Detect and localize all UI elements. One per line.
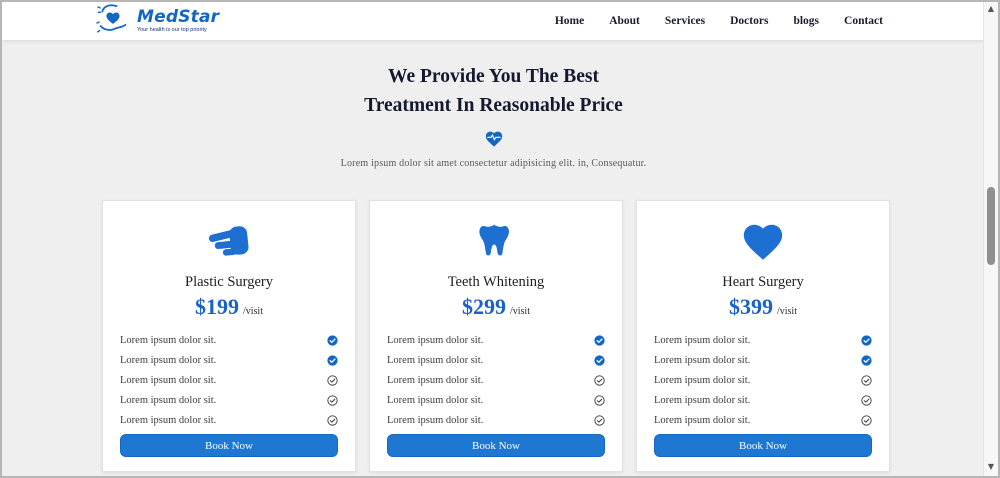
nav-item-home[interactable]: Home <box>554 15 585 27</box>
vertical-scrollbar[interactable]: ▲ ▼ <box>983 2 998 476</box>
main-nav: Home About Services Doctors blogs Contac… <box>555 15 883 27</box>
feature-text: Lorem ipsum dolor sit. <box>120 354 217 366</box>
list-item: Lorem ipsum dolor sit. <box>387 410 605 430</box>
check-circle-filled-icon <box>594 334 605 346</box>
scroll-up-icon[interactable]: ▲ <box>987 4 995 13</box>
feature-text: Lorem ipsum dolor sit. <box>387 414 484 426</box>
page-title-line1: We Provide You The Best <box>388 66 599 87</box>
price-row: $199 /visit <box>195 294 263 320</box>
check-circle-outline-icon <box>861 374 872 386</box>
check-circle-outline-icon <box>327 374 338 386</box>
feature-text: Lorem ipsum dolor sit. <box>120 334 217 346</box>
feature-text: Lorem ipsum dolor sit. <box>654 334 751 346</box>
scroll-down-icon[interactable]: ▼ <box>987 462 995 471</box>
check-circle-outline-icon <box>327 394 338 406</box>
hero-subtitle: Lorem ipsum dolor sit amet consectetur a… <box>340 158 647 169</box>
card-title: Heart Surgery <box>722 274 804 290</box>
card-title: Teeth Whitening <box>447 274 545 290</box>
feature-list: Lorem ipsum dolor sit. Lorem ipsum dolor… <box>654 330 872 430</box>
book-now-button[interactable]: Book Now <box>120 434 338 457</box>
price-period: /visit <box>242 306 263 317</box>
hero-section: We Provide You The Best Treatment In Rea… <box>2 40 985 169</box>
nav-item-contact[interactable]: Contact <box>844 15 883 27</box>
check-circle-filled-icon <box>861 334 872 346</box>
feature-text: Lorem ipsum dolor sit. <box>120 374 217 386</box>
feature-text: Lorem ipsum dolor sit. <box>654 354 751 366</box>
feature-text: Lorem ipsum dolor sit. <box>120 414 217 426</box>
check-circle-filled-icon <box>327 354 338 366</box>
list-item: Lorem ipsum dolor sit. <box>654 390 872 410</box>
card-title: Plastic Surgery <box>185 274 273 290</box>
book-now-button[interactable]: Book Now <box>654 434 872 457</box>
logo-text: MedStar Your health is our top priority <box>137 6 220 34</box>
nav-item-about[interactable]: About <box>609 15 640 27</box>
feature-text: Lorem ipsum dolor sit. <box>654 414 751 426</box>
list-item: Lorem ipsum dolor sit. <box>120 350 338 370</box>
price-value: $199 <box>194 294 239 319</box>
pricing-card-plastic-surgery: Plastic Surgery $199 /visit Lorem ipsum … <box>102 200 356 472</box>
list-item: Lorem ipsum dolor sit. <box>120 330 338 350</box>
heart-icon <box>740 217 786 265</box>
site-header: MedStar Your health is our top priority … <box>2 2 985 40</box>
feature-text: Lorem ipsum dolor sit. <box>654 374 751 386</box>
nav-item-blogs[interactable]: blogs <box>793 15 820 27</box>
feature-text: Lorem ipsum dolor sit. <box>387 394 484 406</box>
list-item: Lorem ipsum dolor sit. <box>654 370 872 390</box>
feature-text: Lorem ipsum dolor sit. <box>387 334 484 346</box>
list-item: Lorem ipsum dolor sit. <box>120 410 338 430</box>
list-item: Lorem ipsum dolor sit. <box>387 370 605 390</box>
feature-list: Lorem ipsum dolor sit. Lorem ipsum dolor… <box>120 330 338 430</box>
check-circle-outline-icon <box>861 414 872 426</box>
check-circle-outline-icon <box>594 394 605 406</box>
price-value: $399 <box>728 294 773 319</box>
list-item: Lorem ipsum dolor sit. <box>120 370 338 390</box>
book-now-button[interactable]: Book Now <box>387 434 605 457</box>
check-circle-outline-icon <box>594 414 605 426</box>
feature-text: Lorem ipsum dolor sit. <box>387 354 484 366</box>
list-item: Lorem ipsum dolor sit. <box>387 390 605 410</box>
check-circle-outline-icon <box>594 374 605 386</box>
logo[interactable]: MedStar Your health is our top priority <box>95 3 219 40</box>
feature-text: Lorem ipsum dolor sit. <box>387 374 484 386</box>
list-item: Lorem ipsum dolor sit. <box>654 410 872 430</box>
check-circle-outline-icon <box>327 414 338 426</box>
list-item: Lorem ipsum dolor sit. <box>120 390 338 410</box>
check-circle-outline-icon <box>861 394 872 406</box>
check-circle-filled-icon <box>594 354 605 366</box>
feature-text: Lorem ipsum dolor sit. <box>654 394 751 406</box>
list-item: Lorem ipsum dolor sit. <box>654 330 872 350</box>
price-row: $399 /visit <box>729 294 797 320</box>
pricing-card-teeth-whitening: Teeth Whitening $299 /visit Lorem ipsum … <box>369 200 623 472</box>
hand-scissors-icon <box>206 217 252 265</box>
price-value: $299 <box>461 294 506 319</box>
tooth-icon <box>474 217 518 265</box>
page-title-line2: Treatment In Reasonable Price <box>364 95 623 116</box>
nav-item-services[interactable]: Services <box>664 15 706 27</box>
list-item: Lorem ipsum dolor sit. <box>387 330 605 350</box>
price-row: $299 /visit <box>462 294 530 320</box>
hands-holding-heart-icon <box>95 3 131 40</box>
check-circle-filled-icon <box>861 354 872 366</box>
list-item: Lorem ipsum dolor sit. <box>654 350 872 370</box>
logo-tagline: Your health is our top priority <box>137 26 207 33</box>
pricing-card-heart-surgery: Heart Surgery $399 /visit Lorem ipsum do… <box>636 200 890 472</box>
pricing-cards: Plastic Surgery $199 /visit Lorem ipsum … <box>102 200 890 472</box>
nav-item-doctors[interactable]: Doctors <box>730 15 769 27</box>
scrollbar-thumb[interactable] <box>987 187 995 265</box>
feature-list: Lorem ipsum dolor sit. Lorem ipsum dolor… <box>387 330 605 430</box>
heart-pulse-icon <box>2 130 985 148</box>
logo-name: MedStar <box>137 6 220 27</box>
price-period: /visit <box>776 306 797 317</box>
price-period: /visit <box>509 306 530 317</box>
list-item: Lorem ipsum dolor sit. <box>387 350 605 370</box>
feature-text: Lorem ipsum dolor sit. <box>120 394 217 406</box>
check-circle-filled-icon <box>327 334 338 346</box>
